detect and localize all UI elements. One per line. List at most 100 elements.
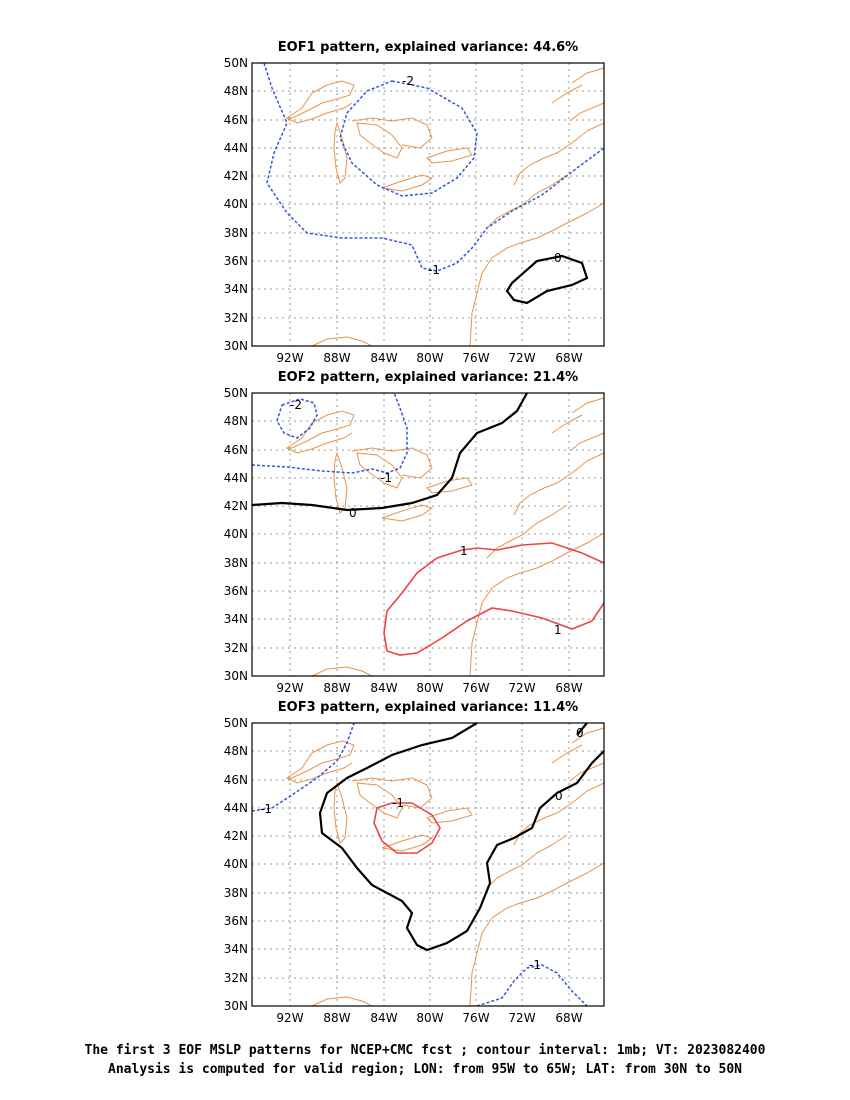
svg-text:34N: 34N xyxy=(224,612,248,626)
svg-text:80W: 80W xyxy=(416,681,443,695)
svg-text:36N: 36N xyxy=(224,584,248,598)
caption-line-2: Analysis is computed for valid region; L… xyxy=(108,1062,742,1077)
svg-text:42N: 42N xyxy=(224,829,248,843)
contour-minus1-se xyxy=(476,964,588,1007)
svg-text:36N: 36N xyxy=(224,254,248,268)
panel-title: EOF1 pattern, explained variance: 44.6% xyxy=(278,40,578,55)
svg-text:46N: 46N xyxy=(224,773,248,787)
svg-text:42N: 42N xyxy=(224,499,248,513)
svg-text:68W: 68W xyxy=(555,681,582,695)
svg-text:50N: 50N xyxy=(224,56,248,70)
svg-text:68W: 68W xyxy=(555,1011,582,1025)
svg-text:72W: 72W xyxy=(508,1011,535,1025)
svg-text:42N: 42N xyxy=(224,169,248,183)
panel-title: EOF3 pattern, explained variance: 11.4% xyxy=(278,700,578,715)
svg-text:68W: 68W xyxy=(555,351,582,365)
svg-text:38N: 38N xyxy=(224,226,248,240)
svg-text:32N: 32N xyxy=(224,311,248,325)
map-frame xyxy=(251,392,605,677)
panel-title: EOF2 pattern, explained variance: 21.4% xyxy=(278,370,578,385)
svg-text:40N: 40N xyxy=(224,197,248,211)
svg-text:34N: 34N xyxy=(224,942,248,956)
contour-minus1-west xyxy=(251,722,355,812)
contour-minus2 xyxy=(276,398,318,439)
contour-label: 0 xyxy=(555,789,563,803)
svg-text:36N: 36N xyxy=(224,914,248,928)
eof3-panel: EOF3 pattern, explained variance: 11.4% … xyxy=(224,700,605,1025)
svg-text:30N: 30N xyxy=(224,999,248,1013)
contour-label: -1 xyxy=(380,471,392,485)
svg-text:92W: 92W xyxy=(276,351,303,365)
svg-text:46N: 46N xyxy=(224,443,248,457)
svg-text:32N: 32N xyxy=(224,971,248,985)
contour-label: -1 xyxy=(392,796,404,810)
svg-text:88W: 88W xyxy=(323,1011,350,1025)
contour-minus1-center xyxy=(373,802,441,854)
svg-text:30N: 30N xyxy=(224,339,248,353)
contour-zero xyxy=(251,392,528,512)
lat-tick-labels: 50N 48N 46N 44N 42N 40N 38N 36N 34N 32N … xyxy=(224,386,248,683)
svg-text:50N: 50N xyxy=(224,716,248,730)
lat-tick-labels: 50N 48N 46N 44N 42N 40N 38N 36N 34N 32N … xyxy=(224,56,248,353)
eof1-panel: EOF1 pattern, explained variance: 44.6% … xyxy=(224,40,605,365)
svg-text:44N: 44N xyxy=(224,471,248,485)
svg-text:72W: 72W xyxy=(508,681,535,695)
contour-label: 1 xyxy=(554,623,562,637)
svg-text:48N: 48N xyxy=(224,414,248,428)
svg-text:72W: 72W xyxy=(508,351,535,365)
svg-text:38N: 38N xyxy=(224,886,248,900)
svg-text:32N: 32N xyxy=(224,641,248,655)
svg-text:80W: 80W xyxy=(416,1011,443,1025)
contour-zero xyxy=(318,722,605,952)
contour-label: 1 xyxy=(460,544,468,558)
coastlines xyxy=(286,67,605,347)
svg-text:84W: 84W xyxy=(370,351,397,365)
svg-text:48N: 48N xyxy=(224,84,248,98)
grid-lines xyxy=(252,723,604,1006)
svg-text:88W: 88W xyxy=(323,681,350,695)
svg-text:76W: 76W xyxy=(462,1011,489,1025)
map-frame xyxy=(251,62,605,347)
svg-text:92W: 92W xyxy=(276,681,303,695)
contour-zero-ne xyxy=(576,722,588,736)
contour-zero xyxy=(505,254,589,305)
contour-label: -2 xyxy=(402,74,414,88)
contour-label: 0 xyxy=(576,726,584,740)
svg-text:84W: 84W xyxy=(370,681,397,695)
svg-text:44N: 44N xyxy=(224,141,248,155)
contour-label: -1 xyxy=(260,802,272,816)
lon-tick-labels: 92W 88W 84W 80W 76W 72W 68W xyxy=(276,1011,582,1025)
svg-text:46N: 46N xyxy=(224,113,248,127)
map-frame xyxy=(251,722,605,1007)
contour-label: -1 xyxy=(529,958,541,972)
grid-lines xyxy=(252,393,604,676)
contour-label: -2 xyxy=(290,398,302,412)
caption-line-1: The first 3 EOF MSLP patterns for NCEP+C… xyxy=(84,1043,766,1058)
contour-label: -1 xyxy=(428,263,440,277)
coastlines xyxy=(286,727,605,1007)
lon-tick-labels: 92W 88W 84W 80W 76W 72W 68W xyxy=(276,681,582,695)
contour-minus2 xyxy=(339,80,478,197)
contour-plus1 xyxy=(383,542,605,656)
svg-text:76W: 76W xyxy=(462,351,489,365)
svg-text:50N: 50N xyxy=(224,386,248,400)
lon-tick-labels: 92W 88W 84W 80W 76W 72W 68W xyxy=(276,351,582,365)
contour-label: 0 xyxy=(554,251,562,265)
svg-text:88W: 88W xyxy=(323,351,350,365)
svg-text:76W: 76W xyxy=(462,681,489,695)
grid-lines xyxy=(252,63,604,346)
svg-text:40N: 40N xyxy=(224,527,248,541)
svg-text:84W: 84W xyxy=(370,1011,397,1025)
svg-text:92W: 92W xyxy=(276,1011,303,1025)
svg-text:38N: 38N xyxy=(224,556,248,570)
svg-text:80W: 80W xyxy=(416,351,443,365)
lat-tick-labels: 50N 48N 46N 44N 42N 40N 38N 36N 34N 32N … xyxy=(224,716,248,1013)
svg-text:34N: 34N xyxy=(224,282,248,296)
svg-text:48N: 48N xyxy=(224,744,248,758)
svg-text:30N: 30N xyxy=(224,669,248,683)
svg-text:40N: 40N xyxy=(224,857,248,871)
contour-label: 0 xyxy=(349,506,357,520)
svg-text:44N: 44N xyxy=(224,801,248,815)
contour-minus1 xyxy=(251,392,408,474)
